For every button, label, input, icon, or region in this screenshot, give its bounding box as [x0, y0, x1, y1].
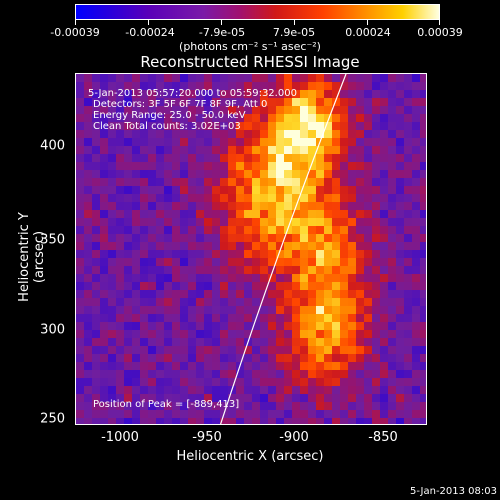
- heatmap-image: [76, 74, 426, 424]
- colorbar-tick: [367, 20, 368, 25]
- x-tick-label: -850: [368, 430, 398, 445]
- colorbar: [75, 4, 440, 20]
- image-plot: 5-Jan-2013 05:57:20.000 to 05:59:32.000 …: [75, 73, 427, 425]
- x-tick-label: -900: [279, 430, 309, 445]
- info-clean: Clean Total counts: 3.02E+03: [93, 121, 241, 132]
- colorbar-tick: [221, 20, 222, 25]
- colorbar-tick: [75, 20, 76, 25]
- solar-limb-line: [220, 74, 347, 424]
- info-peak: Position of Peak = [-889,413]: [93, 399, 240, 410]
- colorbar-label: -0.00024: [125, 26, 175, 39]
- colorbar-label: 0.00024: [345, 26, 391, 39]
- colorbar-label: 0.00039: [417, 26, 463, 39]
- info-detectors: Detectors: 3F 5F 6F 7F 8F 9F, Att 0: [93, 99, 268, 110]
- info-time: 5-Jan-2013 05:57:20.000 to 05:59:32.000: [88, 88, 297, 99]
- y-tick-label: 400: [40, 138, 65, 154]
- plot-title: Reconstructed RHESSI Image: [140, 53, 360, 71]
- colorbar-units: (photons cm⁻² s⁻¹ asec⁻²): [179, 40, 321, 53]
- colorbar-tick: [439, 20, 440, 25]
- colorbar-tick: [294, 20, 295, 25]
- colorbar-label: -7.9e-05: [198, 26, 246, 39]
- x-axis-label: Heliocentric X (arcsec): [176, 449, 324, 464]
- x-tick-label: -1000: [101, 430, 139, 445]
- y-axis-label: Heliocentric Y (arcsec): [17, 212, 47, 302]
- y-tick-label: 300: [40, 322, 65, 338]
- y-tick-label: 350: [40, 232, 65, 248]
- colorbar-label: 7.9e-05: [272, 26, 316, 39]
- colorbar-tick: [148, 20, 149, 25]
- timestamp: 5-Jan-2013 08:03: [410, 486, 497, 497]
- y-tick-label: 250: [40, 411, 65, 427]
- info-energy: Energy Range: 25.0 - 50.0 keV: [93, 110, 246, 121]
- colorbar-label: -0.00039: [50, 26, 100, 39]
- x-tick-label: -950: [192, 430, 222, 445]
